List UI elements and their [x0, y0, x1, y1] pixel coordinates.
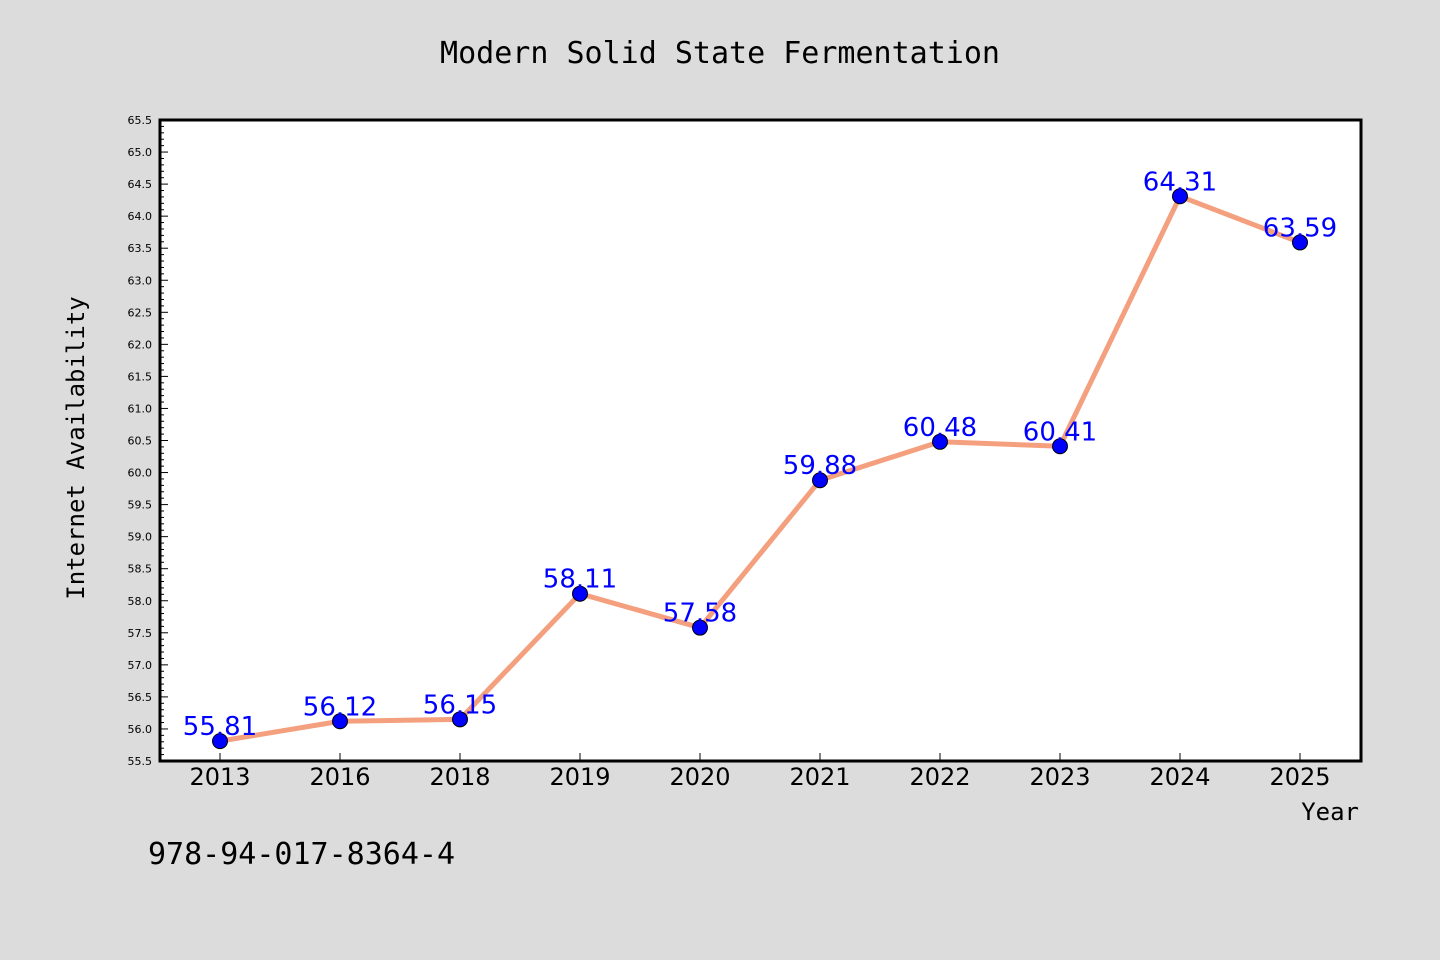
y-tick-label: 60.5: [128, 435, 153, 448]
markers-group: [212, 188, 1308, 750]
data-point-marker: [812, 472, 828, 489]
y-tick-label: 62.5: [128, 306, 153, 319]
y-tick-label: 59.5: [128, 499, 153, 512]
x-tick-label: 2013: [189, 763, 250, 791]
data-label: 59.88: [783, 451, 857, 481]
y-tick-label: 56.5: [128, 691, 153, 704]
x-tick-label: 2022: [909, 763, 970, 791]
x-tick-label: 2023: [1029, 763, 1090, 791]
data-point-marker: [572, 585, 588, 602]
y-tick-label: 58.5: [128, 563, 153, 576]
x-axis-label: Year: [1301, 798, 1359, 826]
data-label: 55.81: [183, 712, 257, 742]
data-point-marker: [692, 619, 708, 636]
data-point-marker: [1172, 188, 1188, 205]
series-line-group: [217, 193, 1303, 744]
y-tick-label: 55.5: [128, 755, 153, 768]
data-label: 57.58: [663, 599, 737, 629]
data-point-marker: [452, 711, 468, 728]
x-tick-label: 2016: [309, 763, 370, 791]
y-tick-label: 57.0: [128, 659, 153, 672]
y-tick-label: 57.5: [128, 627, 153, 640]
x-tick-label: 2019: [549, 763, 610, 791]
data-point-marker: [1292, 234, 1308, 251]
y-tick-label: 65.0: [128, 146, 153, 159]
y-tick-label: 60.0: [128, 467, 153, 480]
y-tick-label: 61.0: [128, 402, 153, 415]
y-tick-label: 56.0: [128, 723, 153, 736]
y-axis-label: Internet Availability: [62, 296, 90, 599]
data-label: 56.12: [303, 692, 377, 722]
y-tick-label: 58.0: [128, 595, 153, 608]
data-label: 64.31: [1143, 167, 1217, 197]
data-label: 56.15: [423, 690, 497, 720]
y-tick-label: 63.5: [128, 242, 153, 255]
x-tick-label: 2021: [789, 763, 850, 791]
data-label: 58.11: [543, 565, 617, 595]
y-tick-label: 65.5: [128, 114, 153, 127]
data-point-marker: [212, 733, 228, 750]
x-axis-ticks: 2013 2016 2018 2019 2020 2021 2022 2023 2024 2025: [189, 753, 1331, 791]
plot-area: [160, 120, 1361, 761]
y-tick-label: 62.0: [128, 338, 153, 351]
x-tick-label: 2024: [1149, 763, 1210, 791]
y-tick-label: 64.5: [128, 178, 153, 191]
data-labels-group: 55.81 56.12 56.15 58.11 57.58 59.88 60.48 60.41…: [183, 167, 1337, 742]
series-line: [217, 193, 1303, 744]
plot-frame: [158, 118, 1363, 763]
data-point-marker: [932, 433, 948, 450]
x-tick-label: 2020: [669, 763, 730, 791]
y-tick-label: 64.0: [128, 210, 153, 223]
data-point-marker: [332, 713, 348, 730]
y-tick-label: 63.0: [128, 274, 153, 287]
data-label: 60.41: [1023, 417, 1097, 447]
y-tick-label: 59.0: [128, 531, 153, 544]
data-label: 63.59: [1263, 213, 1337, 243]
y-axis-ticks: 55.5 56.0 56.5 57.0 57.5 58.0 58.5 59.0 59.5 60.0…: [128, 114, 168, 768]
isbn-text: 978-94-017-8364-4: [148, 837, 455, 872]
data-label: 60.48: [903, 413, 977, 443]
data-point-marker: [1052, 438, 1068, 455]
x-tick-label: 2025: [1269, 763, 1330, 791]
x-tick-label: 2018: [429, 763, 490, 791]
y-tick-label: 61.5: [128, 370, 153, 383]
chart-title: Modern Solid State Fermentation: [440, 36, 1000, 71]
